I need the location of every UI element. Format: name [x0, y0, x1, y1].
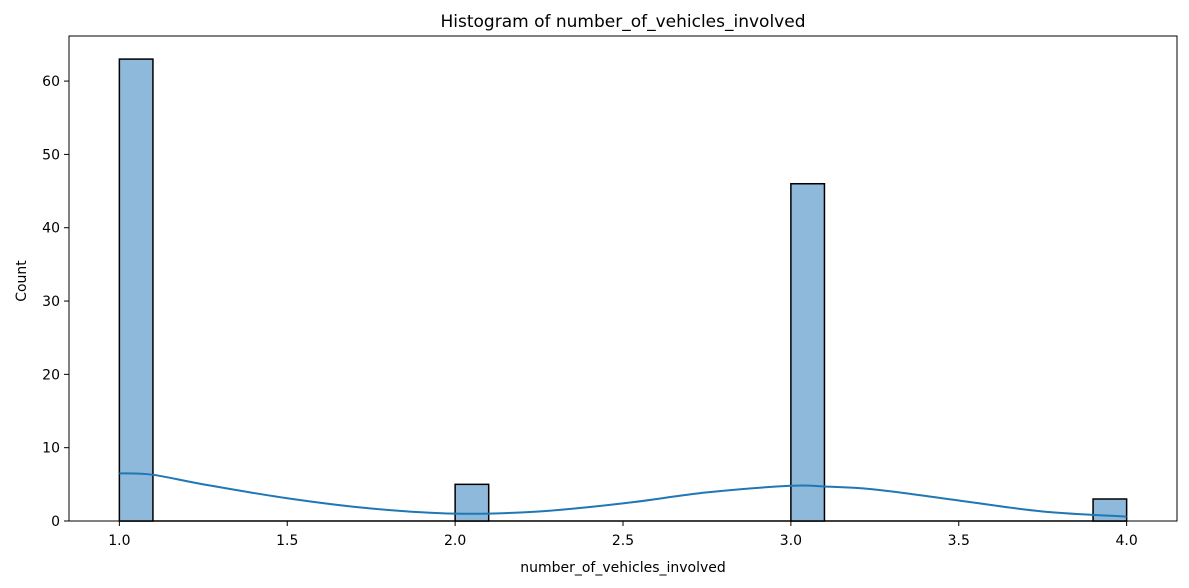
y-tick-label: 50 — [42, 147, 60, 163]
x-tick-label: 3.0 — [780, 533, 802, 549]
plot-area: 1.0 1.5 2.0 2.5 3.0 3.5 4.0 0 10 20 30 40 50 60 — [42, 35, 1178, 549]
histogram-bar-1 — [118, 58, 154, 522]
x-tick-label: 2.5 — [612, 533, 634, 549]
kde-line — [119, 472, 1127, 518]
x-axis-label: number_of_vehicles_involved — [520, 560, 726, 576]
x-tick-label: 4.0 — [1116, 533, 1138, 549]
chart-title: Histogram of number_of_vehicles_involved — [440, 12, 805, 32]
x-tick-label: 1.0 — [108, 533, 130, 549]
histogram-bar-2 — [454, 483, 490, 522]
histogram-bar-3 — [790, 182, 826, 522]
axes-frame — [68, 35, 1178, 522]
y-tick-label: 0 — [51, 514, 60, 530]
y-tick-label: 20 — [42, 367, 60, 383]
y-tick-label: 30 — [42, 294, 60, 310]
x-tick-label: 3.5 — [948, 533, 970, 549]
y-tick-label: 40 — [42, 221, 60, 237]
x-tick-label: 2.0 — [444, 533, 466, 549]
histogram-bar-4 — [1092, 498, 1128, 522]
y-tick-label: 60 — [42, 74, 60, 90]
x-tick-label: 1.5 — [276, 533, 298, 549]
y-axis-label: Count — [14, 260, 30, 302]
y-tick-label: 10 — [42, 441, 60, 457]
